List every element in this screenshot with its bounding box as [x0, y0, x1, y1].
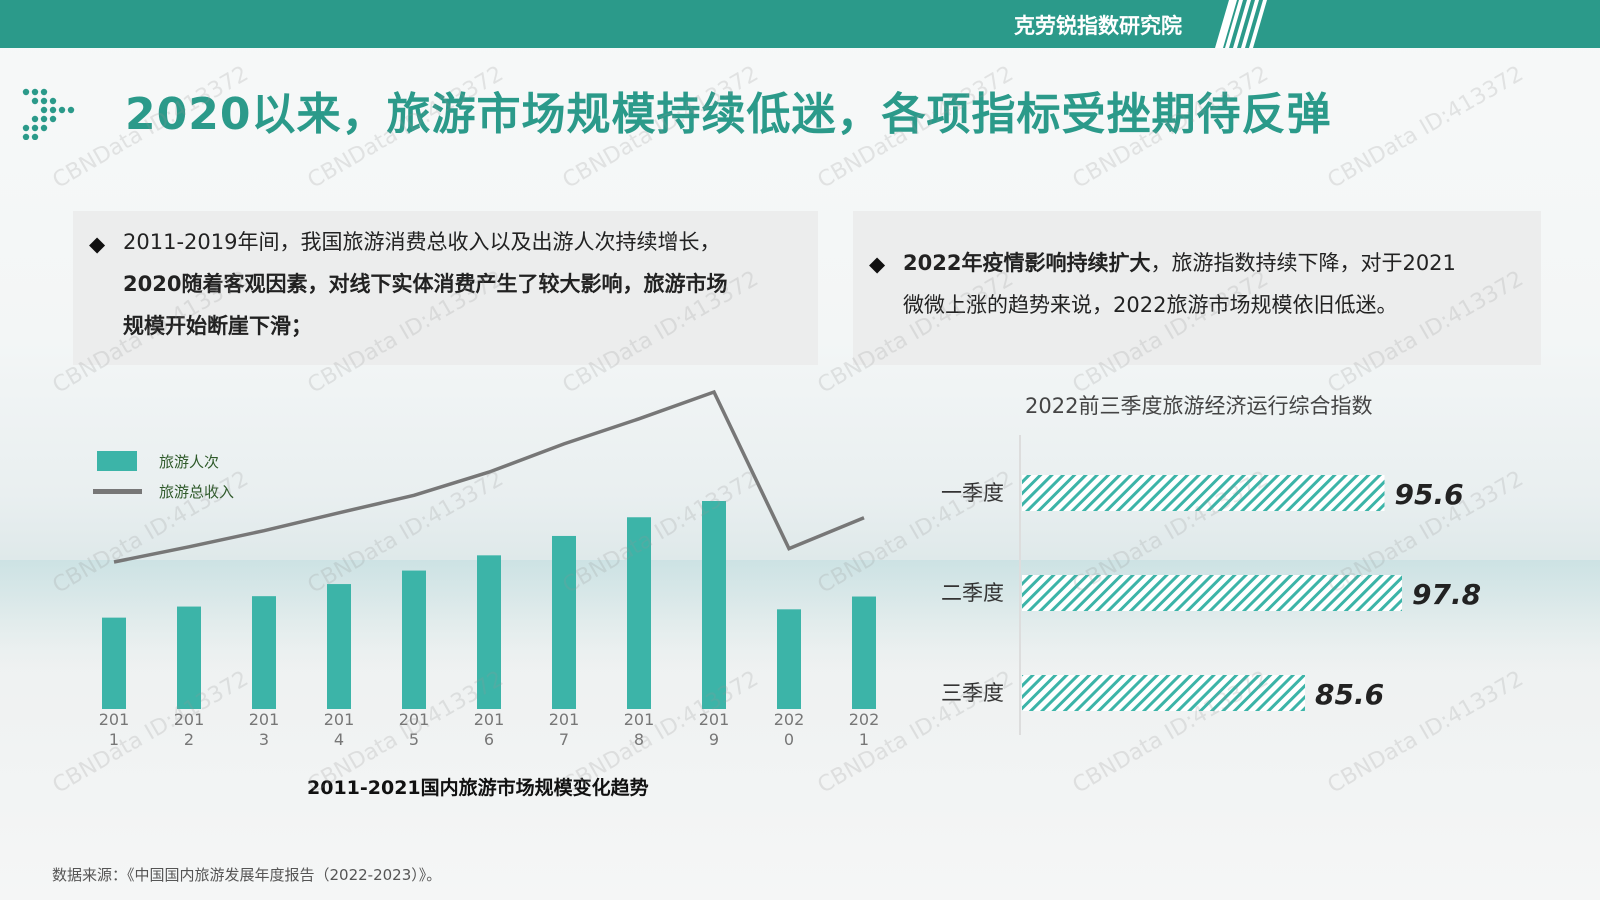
legend-label-revenue: 旅游总收入: [159, 483, 235, 501]
legend-swatch-bar: [97, 451, 137, 471]
x-tick-label: 201: [624, 710, 655, 729]
x-tick-label: 201: [699, 710, 730, 729]
right-paragraph: 2022年疫情影响持续扩大，旅游指数持续下降，对于2021 微微上涨的趋势来说，…: [903, 242, 1533, 326]
right-line-1: 2022年疫情影响持续扩大，旅游指数持续下降，对于2021: [903, 242, 1533, 284]
page-title: 2020以来，旅游市场规模持续低迷，各项指标受挫期待反弹: [125, 89, 1332, 140]
x-tick-label: 7: [559, 730, 569, 749]
legend-label-visitors: 旅游人次: [159, 453, 220, 471]
x-tick-label: 9: [709, 730, 719, 749]
header-stripes-decoration: [1215, 0, 1267, 48]
right-line-1-rest: ，旅游指数持续下降，对于2021: [1150, 251, 1456, 275]
x-tick-label: 201: [174, 710, 205, 729]
bar-index-三季度: [1022, 675, 1306, 711]
data-source-note: 数据来源：《中国国内旅游发展年度报告（2022-2023）》。: [52, 866, 442, 884]
x-tick-label: 1: [859, 730, 869, 749]
right-chart-title: 2022前三季度旅游经济运行综合指数: [1025, 394, 1373, 418]
x-tick-label: 201: [249, 710, 280, 729]
x-tick-label: 3: [259, 730, 269, 749]
bar-visitors-2013: [252, 596, 276, 709]
bar-visitors-2017: [552, 535, 576, 709]
x-tick-label: 5: [409, 730, 419, 749]
bar-visitors-2018: [627, 517, 651, 709]
value-label: 85.6: [1315, 678, 1384, 711]
bar-index-一季度: [1022, 475, 1385, 511]
domestic-tourism-combo-chart: 2011201220132014201520162017201820192020…: [99, 389, 880, 749]
bar-visitors-2016: [477, 555, 501, 709]
x-tick-label: 4: [334, 730, 344, 749]
bar-visitors-2020: [777, 609, 801, 709]
left-line-2: 2020随着客观因素，对线下实体消费产生了较大影响，旅游市场: [123, 272, 728, 296]
x-tick-label: 201: [549, 710, 580, 729]
x-tick-label: 202: [774, 710, 805, 729]
left-line-1: 2011-2019年间，我国旅游消费总收入以及出游人次持续增长，: [123, 230, 721, 254]
legend-swatch-line: [93, 489, 142, 494]
left-text-box: ◆ 2011-2019年间，我国旅游消费总收入以及出游人次持续增长， 2020随…: [73, 211, 818, 365]
x-tick-label: 8: [634, 730, 644, 749]
x-tick-label: 201: [99, 710, 130, 729]
bar-visitors-2012: [177, 606, 201, 709]
category-label: 二季度: [941, 581, 1004, 605]
right-line-1-bold: 2022年疫情影响持续扩大: [903, 251, 1151, 275]
bar-visitors-2021: [852, 596, 876, 709]
x-tick-label: 6: [484, 730, 494, 749]
bar-visitors-2014: [327, 584, 351, 709]
category-label: 三季度: [941, 681, 1004, 705]
x-tick-label: 2: [184, 730, 194, 749]
bar-visitors-2015: [402, 570, 426, 709]
bar-visitors-2019: [702, 501, 726, 709]
value-label: 97.8: [1412, 578, 1481, 611]
value-label: 95.6: [1395, 478, 1464, 511]
bar-index-二季度: [1022, 575, 1402, 611]
left-line-3: 规模开始断崖下滑；: [123, 314, 312, 338]
category-label: 一季度: [941, 481, 1004, 505]
x-tick-label: 0: [784, 730, 794, 749]
x-tick-label: 201: [324, 710, 355, 729]
quarterly-index-bar-chart: 一季度 95.6 二季度 97.8 三季度 85.6: [941, 435, 1481, 735]
right-text-box: ◆ 2022年疫情影响持续扩大，旅游指数持续下降，对于2021 微微上涨的趋势来…: [853, 211, 1541, 365]
left-paragraph: 2011-2019年间，我国旅游消费总收入以及出游人次持续增长， 2020随着客…: [123, 221, 813, 347]
x-tick-label: 1: [109, 730, 119, 749]
dots-logo-icon: [22, 88, 75, 140]
right-line-2: 微微上涨的趋势来说，2022旅游市场规模依旧低迷。: [903, 293, 1398, 317]
x-tick-label: 201: [474, 710, 505, 729]
x-tick-label: 202: [849, 710, 880, 729]
bullet-icon: ◆: [869, 252, 886, 276]
header-bar: 克劳锐指数研究院: [0, 0, 1600, 48]
org-name: 克劳锐指数研究院: [1014, 14, 1182, 38]
bullet-icon: ◆: [89, 232, 106, 256]
x-tick-label: 201: [399, 710, 430, 729]
bar-visitors-2011: [102, 617, 126, 709]
left-chart-title: 2011-2021国内旅游市场规模变化趋势: [307, 777, 649, 799]
line-total-revenue: [113, 389, 865, 564]
